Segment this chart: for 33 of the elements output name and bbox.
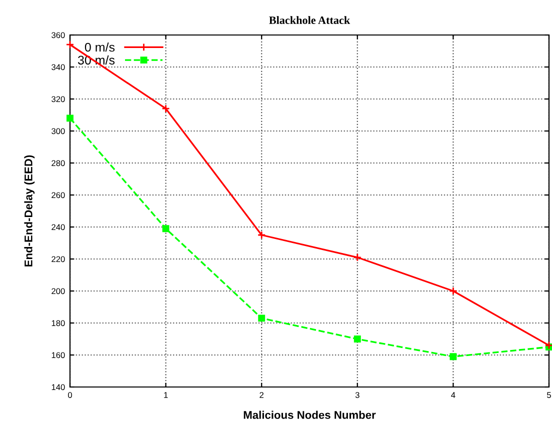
point [354,336,361,342]
y-tick-label: 240 [52,224,65,230]
y-tick-label: 320 [52,96,65,102]
chart-title: Blackhole Attack [269,16,350,24]
x-tick-label: 3 [355,392,360,398]
y-tick-label: 200 [52,288,65,294]
y-tick-label: 360 [52,32,65,38]
y-tick-label: 140 [52,384,65,390]
legend-label: 0 m/s [84,42,115,52]
x-tick-label: 4 [451,392,456,398]
x-tick-label: 5 [547,392,551,398]
y-tick-label: 160 [52,352,65,358]
x-axis-title: Malicious Nodes Number [244,410,376,419]
x-tick-label: 2 [260,392,264,398]
y-tick-label: 300 [52,128,65,134]
point [353,253,362,262]
y-tick-label: 260 [52,192,65,198]
point [544,341,552,350]
y-tick-label: 280 [52,160,65,166]
point [66,114,74,122]
y-tick-label: 220 [52,256,65,262]
y-axis-title: End-End-Delay (EED) [24,155,35,266]
point [449,286,458,296]
y-tick-label: 180 [52,320,65,326]
x-tick-label: 0 [68,392,72,398]
point [258,314,266,322]
point [450,353,457,360]
point [162,104,170,113]
point [162,225,170,232]
y-tick-label: 340 [52,64,65,70]
point [66,40,74,49]
x-tick-label: 1 [164,392,168,398]
point [257,230,266,240]
